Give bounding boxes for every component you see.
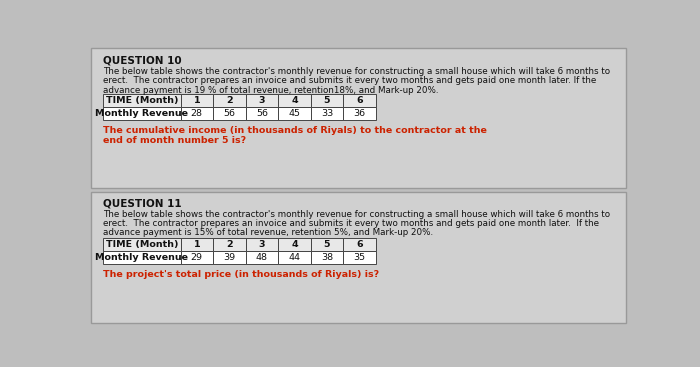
Text: 44: 44 — [288, 253, 300, 262]
Bar — [343, 107, 376, 120]
Text: The cumulative income (in thousands of Riyals) to the contractor at the: The cumulative income (in thousands of R… — [103, 126, 487, 135]
Bar — [213, 251, 246, 264]
Bar — [103, 107, 181, 120]
Text: 2: 2 — [226, 96, 232, 105]
Bar — [103, 251, 181, 264]
Text: 39: 39 — [223, 253, 235, 262]
Text: 4: 4 — [291, 96, 298, 105]
Text: 5: 5 — [323, 240, 330, 249]
Bar — [246, 94, 278, 107]
Bar — [311, 251, 343, 264]
Text: 56: 56 — [223, 109, 235, 118]
Bar — [246, 107, 278, 120]
Bar — [92, 192, 626, 323]
Text: advance payment is 15% of total revenue, retention 5%, and Mark-up 20%.: advance payment is 15% of total revenue,… — [103, 228, 433, 237]
Text: The project's total price (in thousands of Riyals) is?: The project's total price (in thousands … — [103, 270, 379, 279]
Bar — [278, 251, 311, 264]
Bar — [311, 238, 343, 251]
Bar — [181, 251, 213, 264]
Text: 28: 28 — [191, 109, 203, 118]
Text: end of month number 5 is?: end of month number 5 is? — [103, 137, 246, 145]
Text: TIME (Month): TIME (Month) — [106, 96, 178, 105]
Bar — [278, 94, 311, 107]
Text: Monthly Revenue: Monthly Revenue — [95, 253, 188, 262]
Text: advance payment is 19 % of total revenue, retention18%, and Mark-up 20%.: advance payment is 19 % of total revenue… — [103, 86, 438, 95]
Text: 4: 4 — [291, 240, 298, 249]
Text: The below table shows the contractor's monthly revenue for constructing a small : The below table shows the contractor's m… — [103, 67, 610, 76]
Text: 6: 6 — [356, 240, 363, 249]
Text: The below table shows the contractor's monthly revenue for constructing a small : The below table shows the contractor's m… — [103, 210, 610, 219]
Text: 38: 38 — [321, 253, 333, 262]
Text: 45: 45 — [288, 109, 300, 118]
Bar — [311, 107, 343, 120]
Text: erect.  The contractor prepares an invoice and submits it every two months and g: erect. The contractor prepares an invoic… — [103, 76, 596, 86]
Text: 29: 29 — [191, 253, 203, 262]
Bar — [278, 238, 311, 251]
Text: 2: 2 — [226, 240, 232, 249]
Text: 3: 3 — [258, 240, 265, 249]
Text: 35: 35 — [354, 253, 365, 262]
Text: erect.  The contractor prepares an invoice and submits it every two months and g: erect. The contractor prepares an invoic… — [103, 219, 599, 228]
Text: QUESTION 10: QUESTION 10 — [103, 55, 181, 66]
Text: 6: 6 — [356, 96, 363, 105]
Text: 5: 5 — [323, 96, 330, 105]
Bar — [246, 238, 278, 251]
Bar — [213, 94, 246, 107]
Text: 48: 48 — [256, 253, 268, 262]
Bar — [213, 107, 246, 120]
Text: 3: 3 — [258, 96, 265, 105]
Bar — [343, 238, 376, 251]
Bar — [213, 238, 246, 251]
Text: 33: 33 — [321, 109, 333, 118]
Bar — [343, 251, 376, 264]
Bar — [103, 238, 181, 251]
Text: QUESTION 11: QUESTION 11 — [103, 198, 181, 208]
Bar — [278, 107, 311, 120]
Text: Monthly Revenue: Monthly Revenue — [95, 109, 188, 118]
Bar — [343, 94, 376, 107]
Bar — [181, 107, 213, 120]
Bar — [181, 94, 213, 107]
Text: 36: 36 — [354, 109, 365, 118]
Text: TIME (Month): TIME (Month) — [106, 240, 178, 249]
Bar — [92, 48, 626, 188]
Text: 1: 1 — [193, 96, 200, 105]
Bar — [181, 238, 213, 251]
Bar — [246, 251, 278, 264]
Bar — [103, 94, 181, 107]
Text: 1: 1 — [193, 240, 200, 249]
Bar — [311, 94, 343, 107]
Text: 56: 56 — [256, 109, 268, 118]
